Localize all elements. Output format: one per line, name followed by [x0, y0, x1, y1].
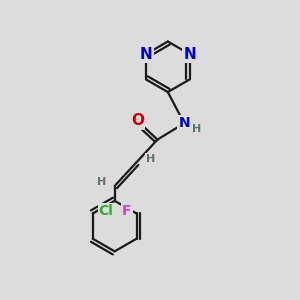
Text: Cl: Cl: [99, 204, 114, 218]
Text: N: N: [178, 116, 190, 130]
Text: H: H: [97, 177, 106, 188]
Text: F: F: [122, 204, 132, 218]
Text: N: N: [140, 46, 152, 62]
Text: H: H: [192, 124, 201, 134]
Text: N: N: [183, 46, 196, 62]
Text: H: H: [146, 154, 155, 164]
Text: O: O: [131, 113, 144, 128]
